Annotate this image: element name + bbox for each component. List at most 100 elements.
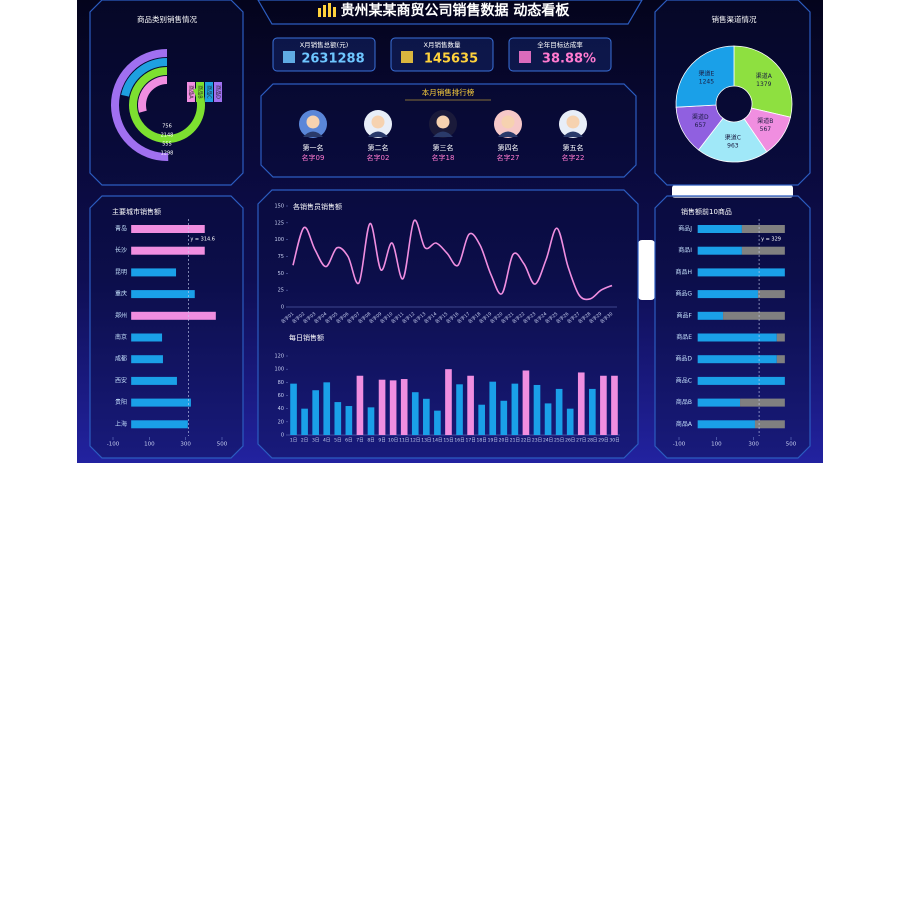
- y-tick-label: 150: [274, 204, 284, 210]
- x-tick-label: 100: [711, 442, 722, 448]
- x-tick-label: -100: [107, 442, 120, 448]
- x-tick-label: 22日: [521, 438, 531, 444]
- slice-label: 渠道D: [692, 113, 709, 121]
- kpi-icon: [519, 51, 531, 63]
- x-tick-label: 3日: [312, 438, 319, 444]
- donut-slice: [733, 45, 793, 118]
- artifact: [672, 185, 793, 198]
- x-tick-label: 24日: [543, 438, 553, 444]
- legend-label: 商品B: [197, 85, 204, 99]
- chart-title: 销售渠道情况: [712, 14, 757, 24]
- bar: [345, 406, 353, 435]
- y-tick-label: 贵阳: [115, 398, 127, 406]
- bar: [131, 225, 205, 233]
- panel-frame: [654, 195, 811, 459]
- y-tick-label: 20: [278, 419, 284, 425]
- donut-slice: [675, 45, 735, 108]
- label: X月销售数量: [424, 40, 461, 49]
- slice-value: 1245: [699, 78, 714, 85]
- bar: [467, 375, 474, 435]
- y-tick-label: 郑州: [115, 311, 127, 319]
- bar: [697, 225, 742, 233]
- bar: [697, 398, 741, 407]
- y-tick-label: 商品I: [678, 246, 692, 254]
- bar: [334, 402, 342, 435]
- y-tick-label: 商品E: [676, 333, 692, 341]
- y-tick-label: 上海: [115, 420, 127, 428]
- y-tick-label: 60: [278, 393, 284, 399]
- chart-title: 每日销售额: [289, 333, 324, 342]
- y-tick-label: 100: [274, 237, 284, 243]
- bar: [697, 268, 785, 277]
- y-tick-label: 西安: [115, 376, 127, 384]
- x-tick-label: 8日: [367, 438, 374, 444]
- bar: [323, 382, 331, 435]
- bar: [290, 383, 297, 435]
- panel-frame: [89, 195, 244, 459]
- label: 名字09: [302, 153, 325, 162]
- bar: [754, 420, 785, 429]
- legend-label: 商品C: [206, 85, 213, 99]
- kpi-value: 38.88%: [542, 52, 596, 67]
- y-tick-label: 昆明: [115, 269, 127, 276]
- panel-frame: [257, 189, 639, 459]
- kpi-card: [390, 37, 494, 72]
- avatar-face: [501, 115, 515, 129]
- x-tick-label: 7日: [356, 438, 363, 444]
- y-tick-label: 商品A: [676, 420, 693, 428]
- label: 第四名: [498, 143, 519, 152]
- bar: [697, 355, 777, 364]
- bar: [776, 355, 785, 364]
- label: 全年目标达成率: [537, 40, 583, 49]
- bar: [131, 420, 188, 429]
- y-tick-label: 25: [278, 288, 284, 294]
- x-tick-label: 27日: [576, 438, 586, 444]
- bar: [131, 311, 216, 320]
- bar: [131, 333, 163, 342]
- x-tick-label: 29日: [598, 438, 608, 444]
- x-tick-label: 15日: [443, 438, 453, 444]
- x-tick-label: 500: [217, 442, 228, 448]
- label: 名字22: [562, 153, 585, 162]
- x-tick-label: 14日: [432, 438, 442, 444]
- legend-label: 商品D: [215, 85, 222, 99]
- bar: [577, 372, 585, 435]
- bar: [555, 388, 563, 435]
- x-tick-label: 5日: [334, 438, 341, 444]
- label: 第一名: [303, 143, 324, 152]
- x-tick-label: 13日: [421, 438, 431, 444]
- x-tick-label: 17日: [465, 438, 475, 444]
- radial-bar: [138, 76, 168, 113]
- bar: [600, 375, 607, 435]
- y-tick-label: 120: [274, 354, 284, 360]
- x-tick-label: 28日: [587, 438, 597, 444]
- kpi-value: 145635: [424, 52, 478, 67]
- bar: [697, 376, 785, 385]
- bar: [697, 420, 755, 429]
- bar: [423, 398, 430, 435]
- x-tick-label: 500: [786, 442, 797, 448]
- bar: [411, 392, 419, 435]
- y-tick-label: 商品C: [676, 376, 692, 384]
- x-tick-label: 23日: [532, 438, 542, 444]
- bar: [741, 225, 785, 233]
- kpi-card: [272, 37, 376, 72]
- avatar-face: [566, 115, 580, 129]
- bar: [489, 381, 497, 435]
- y-tick-label: 40: [278, 406, 284, 412]
- bar: [356, 375, 364, 435]
- header-title: 贵州某某商贸公司销售数据 动态看板: [341, 2, 571, 19]
- y-tick-label: 长沙: [115, 246, 127, 254]
- legend-swatch: [187, 82, 195, 102]
- x-tick-label: 300: [748, 442, 759, 448]
- label: 名字02: [367, 153, 390, 162]
- y-tick-label: 0: [281, 305, 284, 311]
- y-tick-label: 商品D: [675, 355, 692, 363]
- y-tick-label: 100: [274, 367, 284, 373]
- x-tick-label: 30日: [609, 438, 619, 444]
- y-tick-label: 0: [281, 433, 284, 439]
- chart-title: 各销售员销售额: [293, 202, 342, 211]
- chart-title: 销售额前10商品: [681, 207, 732, 216]
- radial-bar: [121, 58, 168, 97]
